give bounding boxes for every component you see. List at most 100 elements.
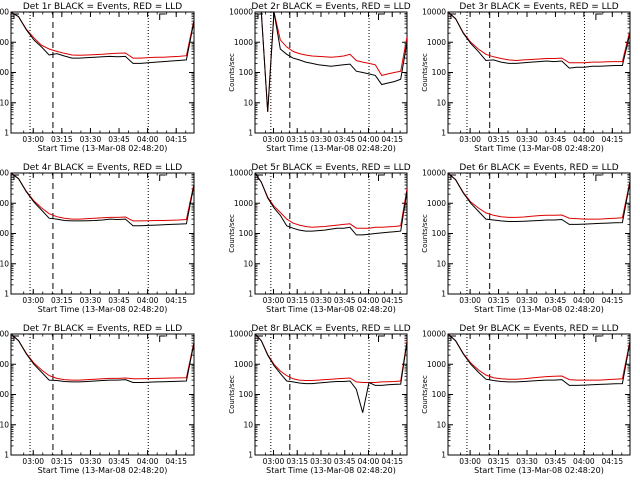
y-tick-label: 1 (248, 451, 253, 460)
x-axis-label: Start Time (13-Mar-08 02:48:20) (38, 466, 168, 475)
x-tick-label: 03:15 (286, 296, 308, 305)
x-tick-label: 03:00 (263, 135, 285, 144)
series-line-lld (255, 334, 407, 383)
corner-bracket-mark (257, 174, 263, 180)
y-tick-label: 1000 (0, 199, 9, 208)
x-tick-label: 03:00 (459, 135, 481, 144)
y-tick-label: 1 (248, 129, 253, 138)
x-tick-label: 03:15 (51, 135, 73, 144)
x-tick-label: 03:30 (310, 135, 332, 144)
plot-frame (254, 333, 408, 456)
y-tick-label: 1 (4, 451, 9, 460)
series-line-lld (255, 12, 407, 112)
x-tick-label: 03:15 (286, 457, 308, 466)
x-tick-label: 04:15 (601, 296, 623, 305)
chart-title: Det 8r BLACK = Events, RED = LLD (251, 324, 410, 334)
x-tick-label: 03:15 (51, 296, 73, 305)
y-tick-label: 100 (432, 68, 447, 77)
series-line-events (11, 334, 194, 383)
x-tick-label: 03:45 (334, 135, 356, 144)
series-line-lld (11, 334, 194, 381)
x-tick-label: 04:00 (137, 457, 159, 466)
x-tick-label: 04:15 (381, 135, 403, 144)
series-line-lld (255, 173, 407, 229)
x-tick-label: 03:00 (459, 457, 481, 466)
chart-title: Det 1r BLACK = Events, RED = LLD (23, 2, 182, 12)
x-tick-label: 03:00 (22, 296, 44, 305)
y-tick-label: 10000 (422, 169, 446, 178)
x-tick-label: 03:00 (459, 296, 481, 305)
chart-panel-5: Det 5r BLACK = Events, RED = LLD 1 10 100 10… (228, 163, 411, 314)
x-tick-label: 03:30 (516, 457, 538, 466)
y-tick-label: 1 (441, 129, 446, 138)
x-tick-label: 03:15 (51, 457, 73, 466)
y-tick-label: 10 (436, 259, 446, 268)
y-tick-label: 100 (0, 390, 9, 399)
chart-panel-1: Det 1r BLACK = Events, RED = LLD 1 10 100 10… (0, 2, 195, 153)
corner-bracket-mark (595, 13, 602, 20)
chart-panel-7: Det 7r BLACK = Events, RED = LLD 1 10 100 10… (0, 324, 195, 475)
y-tick-label: 10 (243, 98, 253, 107)
y-tick-label: 100 (432, 390, 447, 399)
x-tick-label: 03:45 (108, 296, 130, 305)
corner-bracket-mark (378, 13, 385, 20)
y-tick-label: 1000 (0, 360, 9, 369)
series-line-events (11, 12, 194, 64)
x-tick-label: 03:30 (80, 296, 102, 305)
y-tick-label: 10000 (0, 330, 9, 339)
chart-title: Det 3r BLACK = Events, RED = LLD (459, 2, 618, 12)
x-tick-label: 03:00 (263, 296, 285, 305)
y-tick-label: 10 (0, 259, 9, 268)
y-tick-label: 10000 (229, 8, 253, 17)
corner-bracket-mark (257, 13, 263, 19)
x-axis-label: Start Time (13-Mar-08 02:48:20) (474, 305, 604, 314)
series-line-events (11, 173, 194, 227)
y-tick-label: 10000 (0, 169, 9, 178)
x-tick-label: 04:00 (573, 296, 595, 305)
y-tick-label: 10 (436, 98, 446, 107)
x-tick-label: 04:00 (573, 457, 595, 466)
x-tick-label: 04:15 (381, 296, 403, 305)
x-tick-label: 03:15 (488, 135, 510, 144)
y-tick-label: 10000 (229, 330, 253, 339)
chart-panel-4: Det 4r BLACK = Events, RED = LLD 1 10 100 10… (0, 163, 195, 314)
y-tick-label: 10 (0, 420, 9, 429)
series-line-events (255, 173, 407, 236)
y-tick-label: 1000 (427, 360, 446, 369)
x-tick-label: 04:00 (358, 135, 380, 144)
y-tick-label: 1000 (234, 199, 253, 208)
x-tick-label: 03:45 (334, 457, 356, 466)
series-line-events (448, 173, 630, 225)
chart-title: Det 2r BLACK = Events, RED = LLD (251, 2, 410, 12)
y-tick-label: 10 (243, 420, 253, 429)
chart-title: Det 4r BLACK = Events, RED = LLD (23, 163, 182, 173)
x-axis-label: Start Time (13-Mar-08 02:48:20) (38, 305, 168, 314)
series-line-lld (448, 334, 630, 381)
corner-bracket-mark (378, 174, 385, 181)
y-tick-label: 1 (4, 129, 9, 138)
x-axis-label: Start Time (13-Mar-08 02:48:20) (474, 466, 604, 475)
x-tick-label: 03:45 (545, 296, 567, 305)
x-tick-label: 03:30 (80, 457, 102, 466)
x-axis-label: Start Time (13-Mar-08 02:48:20) (266, 305, 396, 314)
x-tick-label: 04:00 (358, 296, 380, 305)
y-tick-label: 10000 (0, 8, 9, 17)
x-tick-label: 03:30 (516, 296, 538, 305)
plot-frame (10, 11, 195, 134)
series-line-events (448, 334, 630, 386)
x-tick-label: 03:15 (488, 296, 510, 305)
chart-title: Det 7r BLACK = Events, RED = LLD (23, 324, 182, 334)
x-tick-label: 04:00 (573, 135, 595, 144)
y-tick-label: 10000 (422, 8, 446, 17)
x-tick-label: 03:00 (22, 135, 44, 144)
x-tick-label: 03:00 (22, 457, 44, 466)
x-axis-label: Start Time (13-Mar-08 02:48:20) (266, 466, 396, 475)
series-line-events (448, 12, 630, 69)
x-tick-label: 03:30 (310, 296, 332, 305)
chart-panel-6: Det 6r BLACK = Events, RED = LLD 1 10 100 10… (421, 163, 631, 314)
x-tick-label: 03:45 (545, 457, 567, 466)
chart-title: Det 6r BLACK = Events, RED = LLD (459, 163, 618, 173)
chart-panel-8: Det 8r BLACK = Events, RED = LLD 1 10 100 10… (228, 324, 411, 475)
corner-bracket-mark (595, 335, 602, 342)
